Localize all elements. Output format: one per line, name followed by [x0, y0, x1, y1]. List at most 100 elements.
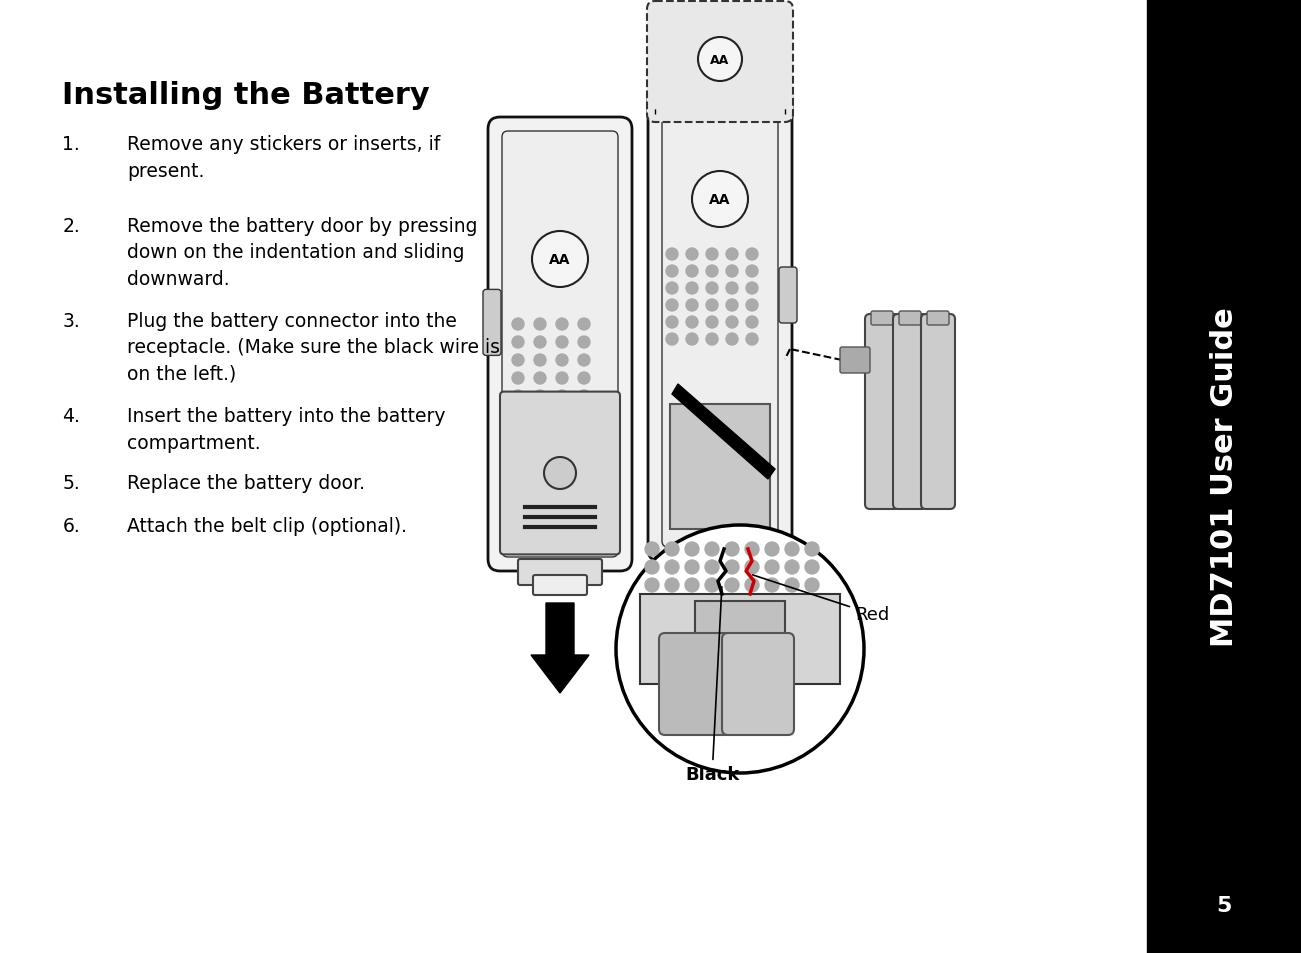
Circle shape	[726, 266, 738, 277]
Circle shape	[785, 578, 799, 593]
Circle shape	[725, 542, 739, 557]
Circle shape	[745, 334, 758, 346]
Text: Black: Black	[686, 587, 739, 783]
Text: Remove any stickers or inserts, if
present.: Remove any stickers or inserts, if prese…	[127, 135, 441, 181]
FancyBboxPatch shape	[500, 393, 621, 555]
Text: 3.: 3.	[62, 312, 81, 331]
Circle shape	[726, 316, 738, 329]
Circle shape	[533, 391, 546, 402]
Circle shape	[765, 578, 779, 593]
Text: 4.: 4.	[62, 407, 81, 426]
Bar	[695, 601, 785, 651]
FancyBboxPatch shape	[660, 634, 731, 735]
Text: 1.: 1.	[62, 135, 81, 154]
Circle shape	[533, 318, 546, 331]
Circle shape	[578, 336, 589, 349]
Text: Installing the Battery: Installing the Battery	[62, 81, 431, 110]
Circle shape	[532, 232, 588, 288]
Text: Replace the battery door.: Replace the battery door.	[127, 474, 366, 493]
Circle shape	[533, 373, 546, 385]
Circle shape	[645, 578, 660, 593]
Circle shape	[706, 266, 718, 277]
Circle shape	[692, 172, 748, 228]
Circle shape	[745, 578, 758, 593]
Circle shape	[544, 457, 576, 490]
Text: Remove the battery door by pressing
down on the indentation and sliding
downward: Remove the battery door by pressing down…	[127, 216, 477, 288]
Circle shape	[665, 560, 679, 575]
FancyBboxPatch shape	[899, 312, 921, 326]
Circle shape	[805, 560, 820, 575]
Circle shape	[706, 299, 718, 312]
FancyBboxPatch shape	[502, 132, 618, 558]
Circle shape	[513, 336, 524, 349]
Circle shape	[745, 249, 758, 261]
Circle shape	[745, 299, 758, 312]
Text: AA: AA	[710, 53, 730, 67]
Circle shape	[513, 373, 524, 385]
Circle shape	[725, 560, 739, 575]
Circle shape	[513, 318, 524, 331]
FancyBboxPatch shape	[865, 314, 899, 510]
Text: Insert the battery into the battery
compartment.: Insert the battery into the battery comp…	[127, 407, 446, 453]
Circle shape	[578, 318, 589, 331]
Circle shape	[765, 560, 779, 575]
Circle shape	[706, 283, 718, 294]
Circle shape	[705, 542, 719, 557]
Circle shape	[556, 336, 569, 349]
FancyBboxPatch shape	[722, 634, 794, 735]
Circle shape	[686, 249, 699, 261]
Circle shape	[726, 334, 738, 346]
FancyBboxPatch shape	[662, 102, 778, 547]
Circle shape	[705, 560, 719, 575]
Text: 5: 5	[1216, 896, 1232, 915]
Circle shape	[533, 355, 546, 367]
FancyBboxPatch shape	[533, 576, 587, 596]
Bar	[640, 595, 840, 684]
Bar	[1147, 0, 1301, 953]
FancyBboxPatch shape	[921, 314, 955, 510]
Circle shape	[725, 578, 739, 593]
Circle shape	[645, 560, 660, 575]
Circle shape	[578, 355, 589, 367]
Circle shape	[805, 578, 820, 593]
Text: Red: Red	[753, 576, 890, 623]
Circle shape	[745, 283, 758, 294]
Circle shape	[745, 266, 758, 277]
Circle shape	[686, 316, 699, 329]
Circle shape	[533, 336, 546, 349]
Circle shape	[666, 283, 678, 294]
Bar	[670, 405, 770, 530]
FancyBboxPatch shape	[647, 2, 794, 123]
Circle shape	[706, 249, 718, 261]
Circle shape	[785, 560, 799, 575]
Circle shape	[805, 542, 820, 557]
Circle shape	[686, 283, 699, 294]
Circle shape	[765, 542, 779, 557]
Circle shape	[686, 266, 699, 277]
Circle shape	[578, 373, 589, 385]
Circle shape	[665, 542, 679, 557]
Circle shape	[666, 249, 678, 261]
FancyBboxPatch shape	[483, 290, 501, 356]
FancyBboxPatch shape	[928, 312, 948, 326]
Circle shape	[556, 391, 569, 402]
Circle shape	[699, 38, 742, 82]
Circle shape	[513, 355, 524, 367]
FancyBboxPatch shape	[870, 312, 892, 326]
FancyBboxPatch shape	[648, 88, 792, 561]
Circle shape	[705, 578, 719, 593]
Circle shape	[666, 299, 678, 312]
Circle shape	[726, 249, 738, 261]
Text: Attach the belt clip (optional).: Attach the belt clip (optional).	[127, 517, 407, 536]
Circle shape	[556, 355, 569, 367]
FancyBboxPatch shape	[840, 348, 870, 374]
Circle shape	[686, 542, 699, 557]
Circle shape	[665, 578, 679, 593]
Circle shape	[666, 334, 678, 346]
Circle shape	[556, 373, 569, 385]
Circle shape	[615, 525, 864, 773]
FancyBboxPatch shape	[892, 314, 928, 510]
Circle shape	[726, 299, 738, 312]
Circle shape	[706, 316, 718, 329]
Circle shape	[686, 299, 699, 312]
